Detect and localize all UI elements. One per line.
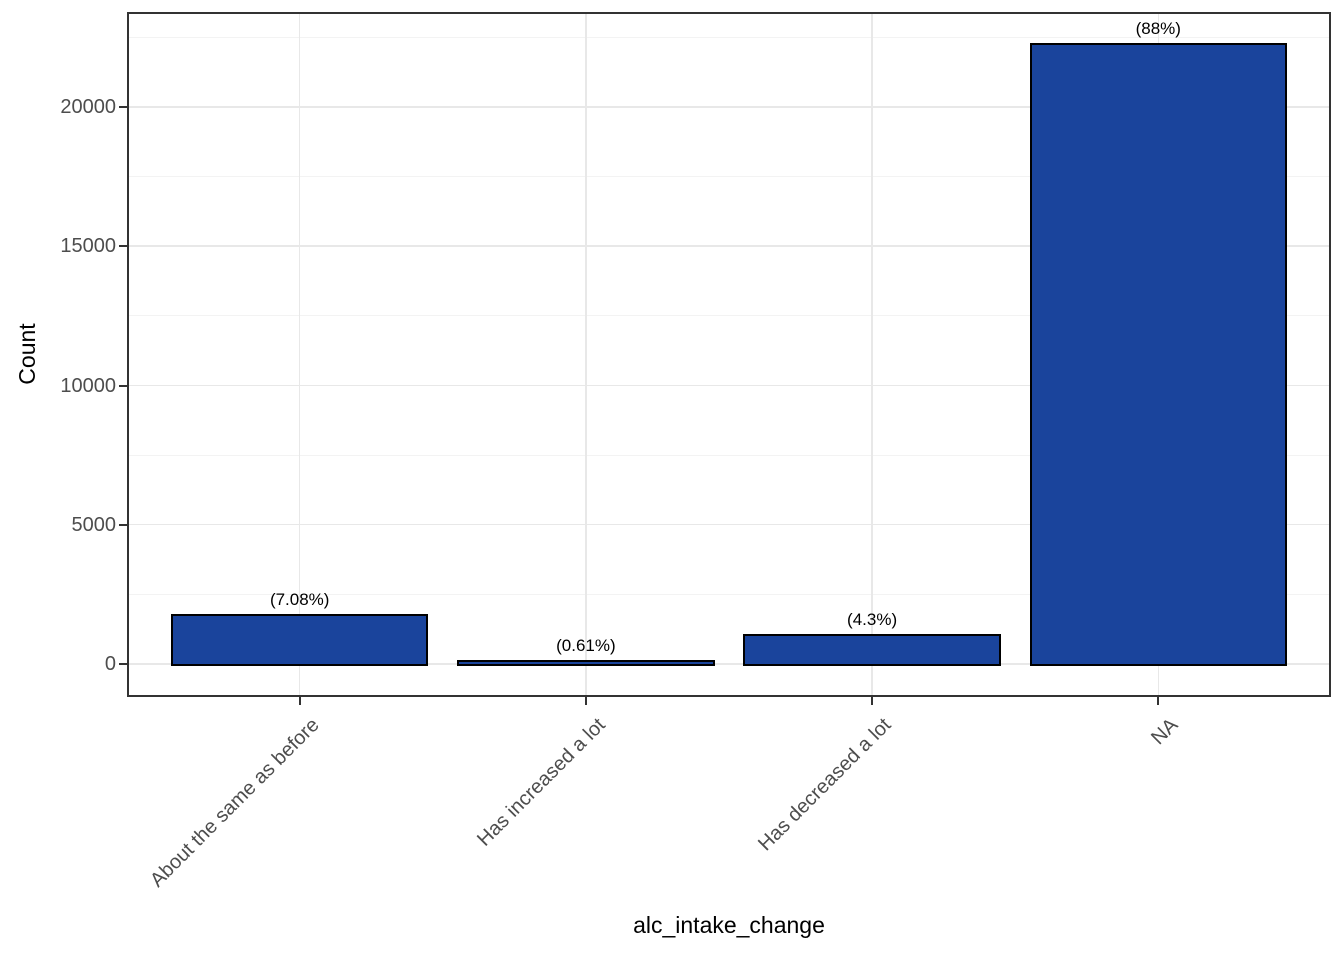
x-tick-label: Has increased a lot (472, 714, 610, 851)
gridline-vertical-major (871, 13, 873, 696)
x-axis-tick (1157, 696, 1160, 705)
x-axis-tick (871, 696, 874, 705)
gridline-minor (128, 454, 1330, 456)
y-axis-tick (119, 245, 128, 248)
gridline-major (128, 106, 1330, 108)
gridline-minor (128, 593, 1330, 595)
gridline-major (128, 523, 1330, 526)
bar (743, 634, 1001, 666)
y-tick-label: 10000 (60, 374, 116, 397)
bar (457, 660, 715, 666)
gridline-major (128, 384, 1330, 386)
bar-label: (88%) (1135, 19, 1181, 38)
x-tick-label: About the same as before (145, 714, 324, 892)
gridline-vertical-major (298, 13, 301, 696)
bar-label: (7.08%) (269, 590, 330, 609)
y-tick-label: 0 (104, 653, 116, 675)
y-tick-label: 5000 (71, 513, 117, 536)
gridline-major (128, 663, 1330, 665)
bar-label: (4.3%) (847, 610, 898, 629)
x-axis-title: alc_intake_change (633, 912, 825, 938)
gridline-vertical-major (585, 13, 587, 696)
y-axis-tick (119, 106, 128, 108)
x-axis-tick (584, 696, 587, 705)
y-axis-tick (119, 523, 128, 526)
y-axis-tick (119, 384, 128, 387)
y-axis-tick (119, 663, 128, 665)
bar (170, 614, 429, 666)
bar-label: (0.61%) (556, 636, 616, 655)
gridline-minor (128, 315, 1330, 317)
gridline-minor (128, 176, 1330, 178)
y-tick-label: 20000 (60, 96, 116, 118)
bar (1029, 43, 1288, 666)
gridline-major (128, 245, 1330, 247)
x-tick-label: NA (1146, 714, 1182, 750)
x-axis-tick (298, 696, 301, 705)
y-tick-label: 15000 (60, 235, 116, 258)
gridline-minor (128, 36, 1330, 38)
x-tick-label: Has decreased a lot (754, 714, 896, 856)
